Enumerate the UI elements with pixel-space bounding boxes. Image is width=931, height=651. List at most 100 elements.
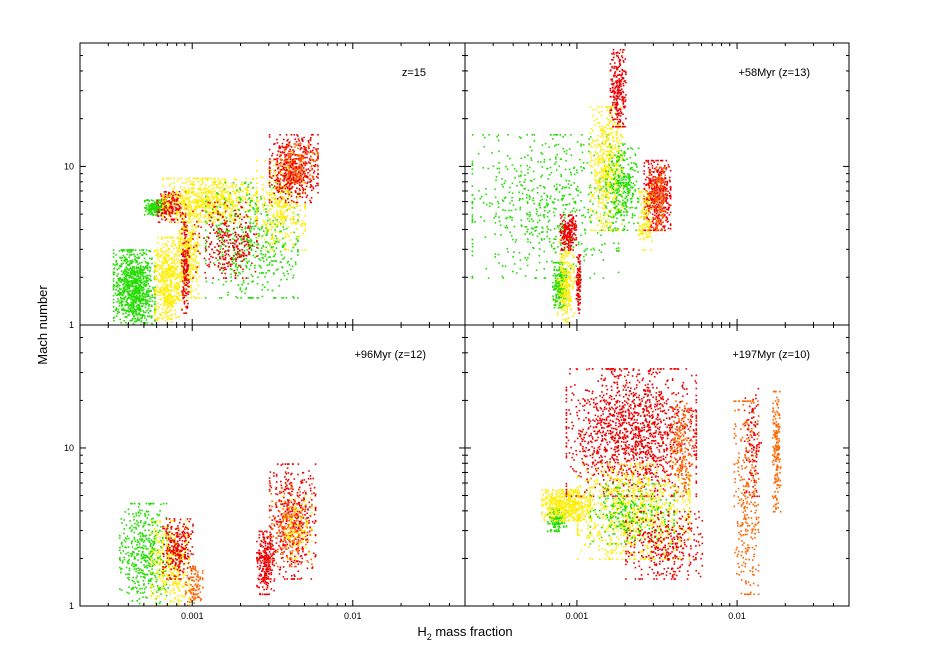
data-point [264, 238, 266, 241]
data-point [206, 264, 209, 267]
data-point [162, 275, 164, 277]
data-point [180, 202, 183, 204]
data-point [174, 268, 177, 270]
data-point [130, 254, 133, 256]
data-point [183, 202, 186, 204]
data-point [182, 252, 185, 254]
data-point [173, 199, 176, 202]
data-point [274, 260, 276, 262]
data-point [305, 162, 307, 165]
data-point [196, 199, 198, 202]
data-point [138, 249, 141, 251]
data-point [239, 255, 241, 257]
data-point [218, 262, 220, 264]
data-point [221, 214, 223, 217]
data-point [283, 185, 286, 187]
data-point [193, 248, 196, 251]
data-point [202, 189, 205, 191]
data-point [236, 268, 238, 271]
data-point [300, 166, 302, 168]
data-point [306, 182, 308, 185]
data-point [314, 163, 317, 166]
data-point [134, 289, 136, 292]
data-point [133, 291, 136, 294]
data-point [136, 272, 139, 275]
data-point [257, 227, 260, 230]
data-point [284, 242, 287, 245]
data-point [229, 268, 232, 270]
data-point [279, 158, 282, 160]
data-point [186, 271, 189, 274]
data-point [263, 204, 266, 206]
data-point [196, 241, 199, 243]
data-point [121, 273, 123, 276]
data-point [283, 178, 286, 180]
data-point [219, 269, 221, 271]
data-point [143, 280, 145, 282]
data-point [228, 193, 231, 196]
data-point [293, 231, 295, 234]
data-point [288, 162, 291, 164]
data-point [214, 209, 217, 211]
data-point [256, 187, 258, 189]
data-point [263, 260, 265, 263]
data-point [151, 204, 154, 206]
data-point [271, 192, 274, 195]
data-point [256, 233, 258, 235]
data-point [207, 190, 209, 192]
data-point [180, 231, 182, 234]
data-point [268, 182, 271, 184]
data-point [248, 251, 251, 254]
data-point [162, 185, 164, 187]
data-point [167, 269, 170, 272]
data-point [213, 219, 216, 221]
data-point [137, 293, 140, 295]
data-point [225, 221, 228, 223]
data-point [204, 200, 207, 202]
data-point [112, 280, 115, 282]
data-point [136, 286, 138, 289]
data-point [224, 266, 226, 269]
data-point [142, 292, 144, 294]
data-point [184, 191, 187, 193]
data-point [166, 297, 169, 300]
data-point [186, 247, 188, 250]
data-point [178, 255, 181, 257]
data-point [150, 210, 152, 213]
data-point [551, 245, 553, 248]
data-point [187, 256, 190, 259]
data-point [146, 199, 149, 201]
data-point [293, 181, 295, 184]
data-point [120, 265, 123, 268]
data-point [195, 177, 197, 180]
data-point [193, 275, 196, 277]
data-point [297, 176, 300, 178]
data-point [268, 269, 271, 272]
data-point [135, 285, 138, 287]
data-point [256, 255, 258, 258]
data-point [225, 245, 227, 248]
data-point [285, 161, 287, 164]
data-point [243, 216, 245, 218]
data-point [294, 261, 297, 263]
data-point [167, 264, 170, 266]
data-point [272, 237, 275, 239]
data-point [133, 299, 135, 301]
data-point [204, 247, 207, 250]
data-point [249, 297, 252, 299]
data-point [162, 262, 165, 265]
data-point [152, 296, 154, 298]
data-point [135, 256, 137, 259]
data-point [174, 313, 177, 315]
data-point [277, 150, 280, 152]
data-point [141, 302, 143, 305]
data-point [161, 291, 163, 293]
data-point [214, 181, 216, 184]
data-point [251, 199, 253, 202]
data-point [471, 219, 474, 222]
data-point [229, 193, 232, 196]
data-point [228, 245, 231, 248]
data-point [187, 232, 190, 235]
data-point [232, 184, 234, 186]
data-point [195, 280, 198, 283]
